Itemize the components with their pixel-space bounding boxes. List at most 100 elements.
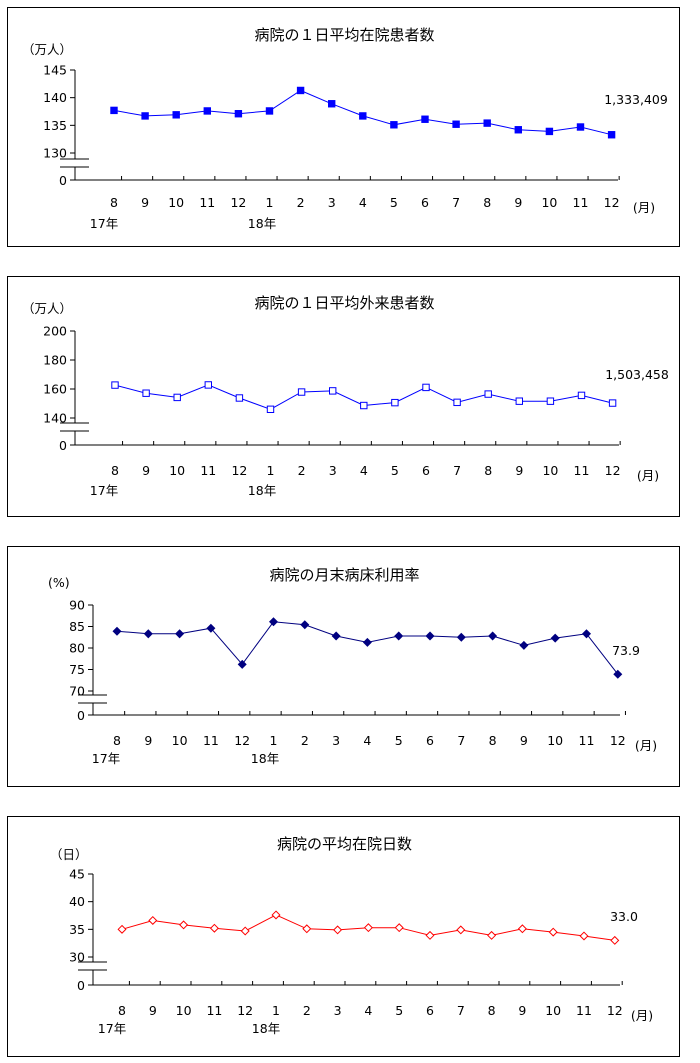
x-tick-label: 10 xyxy=(172,733,188,748)
data-point xyxy=(362,637,372,647)
axis-break-icon xyxy=(78,694,107,704)
y-tick-label: 80 xyxy=(69,641,85,656)
x-tick-label: 12 xyxy=(234,733,250,748)
data-point xyxy=(204,381,213,389)
x-tick-label: 11 xyxy=(200,463,216,478)
x-tick-label: 1 xyxy=(266,195,274,210)
x-tick-label: 6 xyxy=(426,1003,434,1018)
x-tick-label: 12 xyxy=(604,195,620,210)
x-tick-label: 7 xyxy=(453,463,461,478)
chart-panel-outpatients: 病院の１日平均外来患者数 （万人） 200 180 160 140 0 8 9 10 11 12 1 2 3… xyxy=(7,276,680,517)
data-point xyxy=(297,388,306,396)
x-tick-label: 4 xyxy=(364,1003,372,1018)
x-tick-label: 11 xyxy=(574,463,590,478)
x-axis-unit: (月) xyxy=(631,1008,653,1023)
year-label: 18年 xyxy=(251,751,279,766)
x-tick-label: 5 xyxy=(391,463,399,478)
x-tick-label: 1 xyxy=(267,463,275,478)
x-tick-label: 12 xyxy=(237,1003,253,1018)
data-point xyxy=(143,629,153,639)
x-tick-label: 10 xyxy=(545,1003,561,1018)
x-tick-label: 10 xyxy=(176,1003,192,1018)
x-tick-label: 3 xyxy=(329,463,337,478)
y-tick-label: 45 xyxy=(69,867,85,882)
x-tick-label: 6 xyxy=(421,195,429,210)
year-label: 17年 xyxy=(92,751,120,766)
x-tick-label: 4 xyxy=(359,195,367,210)
series-line xyxy=(116,621,619,675)
x-tick-label: 1 xyxy=(272,1003,280,1018)
y-tick-label: 140 xyxy=(43,90,67,105)
x-tick-label: 12 xyxy=(231,463,247,478)
data-point xyxy=(610,935,620,945)
data-point xyxy=(235,394,244,402)
data-point xyxy=(488,631,498,641)
year-label: 17年 xyxy=(90,483,118,498)
y-tick-label: 40 xyxy=(69,894,85,909)
year-label: 18年 xyxy=(248,216,276,231)
x-tick-label: 8 xyxy=(489,733,497,748)
x-tick-label: 3 xyxy=(328,195,336,210)
x-tick-label: 8 xyxy=(488,1003,496,1018)
x-tick-label: 4 xyxy=(360,463,368,478)
data-point xyxy=(360,401,368,410)
y-tick-label: 75 xyxy=(69,662,85,677)
x-tick-label: 10 xyxy=(541,195,557,210)
data-point xyxy=(173,393,181,402)
data-point xyxy=(172,111,180,119)
data-point xyxy=(456,632,466,642)
y-axis-unit: （万人） xyxy=(22,42,72,57)
x-tick-label: 7 xyxy=(452,195,460,210)
data-point xyxy=(331,631,341,641)
data-point xyxy=(456,925,466,935)
x-tick-label: 9 xyxy=(141,195,149,210)
y-tick-label: 200 xyxy=(43,324,67,339)
data-point xyxy=(515,397,524,405)
x-tick-label: 1 xyxy=(270,733,278,748)
data-point xyxy=(613,669,623,679)
data-point xyxy=(550,633,560,643)
x-tick-label: 9 xyxy=(144,733,152,748)
data-point xyxy=(607,131,616,139)
data-point xyxy=(577,391,586,400)
x-tick-label: 7 xyxy=(457,1003,465,1018)
x-axis-unit: (月) xyxy=(637,468,659,483)
y-tick-label: 35 xyxy=(69,922,85,937)
data-point xyxy=(333,925,343,935)
data-point xyxy=(300,620,310,630)
data-point xyxy=(359,112,367,120)
data-point xyxy=(148,915,158,925)
data-point xyxy=(608,399,617,407)
x-tick-label: 5 xyxy=(390,195,398,210)
data-point xyxy=(579,931,589,941)
y-tick-label: 130 xyxy=(43,146,67,161)
data-point xyxy=(576,123,585,131)
data-point xyxy=(265,107,274,115)
y-zero-label: 0 xyxy=(77,978,85,993)
axis-break-icon xyxy=(78,961,107,971)
x-tick-label: 9 xyxy=(514,195,522,210)
axis-break-icon xyxy=(60,422,89,432)
data-point xyxy=(142,389,150,397)
y-tick-label: 90 xyxy=(69,598,85,613)
x-tick-label: 11 xyxy=(203,733,219,748)
data-point xyxy=(209,923,219,933)
x-tick-label: 11 xyxy=(579,733,595,748)
y-tick-label: 140 xyxy=(43,411,67,426)
x-tick-label: 12 xyxy=(607,1003,623,1018)
last-value-label: 1,333,409 xyxy=(604,92,668,107)
data-point xyxy=(237,659,247,669)
data-point xyxy=(363,923,373,933)
x-tick-label: 4 xyxy=(363,733,371,748)
y-zero-label: 0 xyxy=(59,438,67,453)
y-tick-label: 145 xyxy=(43,63,67,78)
x-tick-label: 5 xyxy=(395,1003,403,1018)
x-tick-label: 10 xyxy=(547,733,563,748)
data-point xyxy=(266,405,275,414)
data-point xyxy=(296,86,305,95)
data-point xyxy=(175,629,185,639)
x-tick-label: 9 xyxy=(518,1003,526,1018)
y-tick-label: 180 xyxy=(43,353,67,368)
year-label: 17年 xyxy=(98,1021,126,1036)
x-tick-label: 11 xyxy=(573,195,589,210)
